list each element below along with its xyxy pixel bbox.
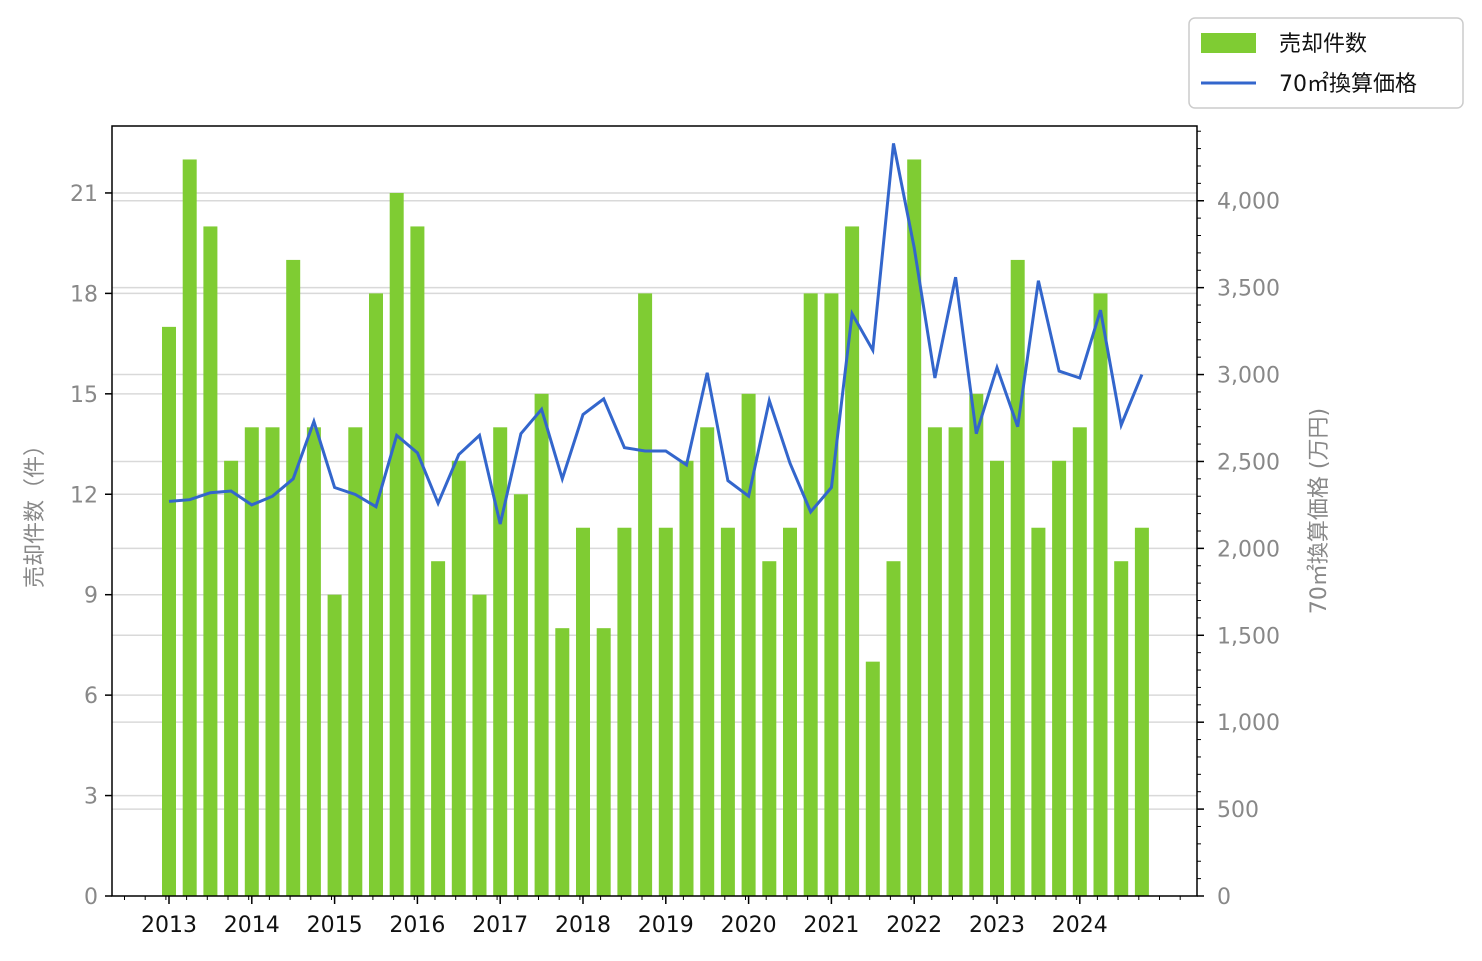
y-right-tick-label: 3,500: [1217, 277, 1280, 302]
y-left-axis-title: 売却件数（件）: [23, 434, 48, 588]
y-right-tick-label: 1,000: [1217, 711, 1280, 736]
y-right-axis-title: 70㎡換算価格 (万円): [1306, 408, 1332, 614]
bar: [638, 293, 653, 896]
bar: [865, 661, 880, 896]
bar: [658, 527, 673, 896]
bar: [762, 561, 777, 896]
bar: [824, 293, 839, 896]
bar: [369, 293, 383, 896]
y-left-tick-label: 9: [84, 584, 98, 609]
y-right-tick-label: 2,000: [1217, 537, 1280, 562]
bar: [431, 561, 446, 896]
y-left-tick-label: 12: [70, 483, 98, 508]
bar: [389, 192, 404, 896]
x-tick-label: 2024: [1052, 913, 1108, 938]
y-right-tick-label: 1,500: [1217, 624, 1280, 649]
y-right-tick-label: 3,000: [1217, 364, 1280, 389]
plot-frame: [111, 125, 1198, 897]
bar: [969, 393, 984, 896]
bar: [286, 259, 301, 896]
bar: [244, 427, 259, 896]
bar: [948, 427, 963, 896]
bar: [1010, 259, 1025, 896]
x-tick-label: 2023: [969, 913, 1025, 938]
bar: [534, 393, 549, 896]
bar: [679, 460, 694, 896]
bar: [451, 460, 466, 896]
y-right-tick-label: 500: [1217, 798, 1259, 823]
bar: [886, 561, 901, 896]
y-right-tick-label: 2,500: [1217, 450, 1280, 475]
legend-bar-swatch: [1201, 33, 1256, 53]
bar: [1093, 293, 1108, 896]
bar: [617, 527, 632, 896]
y-right-tick-label: 4,000: [1217, 190, 1280, 215]
bar: [555, 628, 570, 896]
bar: [1052, 460, 1067, 896]
y-left-tick-label: 15: [70, 383, 98, 408]
y-left-tick-label: 3: [84, 785, 98, 810]
bar: [576, 527, 590, 896]
x-tick-label: 2013: [141, 913, 197, 938]
bar: [327, 594, 342, 896]
bar: [1072, 427, 1087, 896]
bar: [224, 460, 239, 896]
bar: [1134, 527, 1149, 896]
legend-line-label: 70㎡換算価格: [1279, 71, 1417, 97]
bar: [203, 226, 218, 896]
y-right-tick-label: 0: [1217, 885, 1231, 910]
x-tick-label: 2022: [886, 913, 942, 938]
bar: [720, 527, 735, 896]
x-tick-label: 2018: [555, 913, 611, 938]
x-tick-label: 2020: [721, 913, 777, 938]
bar: [348, 427, 363, 896]
bar: [493, 427, 508, 896]
x-tick-label: 2017: [472, 913, 528, 938]
y-left-tick-label: 18: [70, 282, 98, 307]
x-tick-label: 2016: [389, 913, 445, 938]
bar: [513, 494, 528, 896]
x-tick-label: 2021: [803, 913, 859, 938]
bar: [990, 460, 1004, 896]
legend-box: [1188, 17, 1464, 109]
bar: [410, 226, 425, 896]
axis-ticks: 0 3 6 9 12 15 18 21 0 500 1,000 1,500 2,000 2,500 3,00…: [70, 130, 1280, 938]
price-line: [168, 143, 1144, 525]
y-left-tick-label: 0: [84, 885, 98, 910]
bar: [907, 159, 922, 896]
bar: [927, 427, 942, 896]
bar: [596, 628, 611, 896]
bar: [741, 393, 756, 896]
x-tick-label: 2014: [224, 913, 280, 938]
bar: [1031, 527, 1046, 896]
bar: [162, 326, 176, 896]
bar: [182, 159, 197, 896]
bar: [306, 427, 321, 896]
x-tick-label: 2015: [307, 913, 363, 938]
y-left-tick-label: 6: [84, 684, 98, 709]
bar-series: [162, 159, 1149, 896]
bar: [803, 293, 818, 896]
bar: [845, 226, 860, 896]
bar: [783, 527, 797, 896]
bar: [1114, 561, 1129, 896]
legend-bar-label: 売却件数: [1279, 32, 1367, 57]
bar: [265, 427, 280, 896]
legend: 売却件数 70㎡換算価格: [1188, 17, 1464, 109]
bar: [472, 594, 487, 896]
y-left-tick-label: 21: [70, 182, 98, 207]
x-tick-label: 2019: [638, 913, 694, 938]
bar: [700, 427, 715, 896]
